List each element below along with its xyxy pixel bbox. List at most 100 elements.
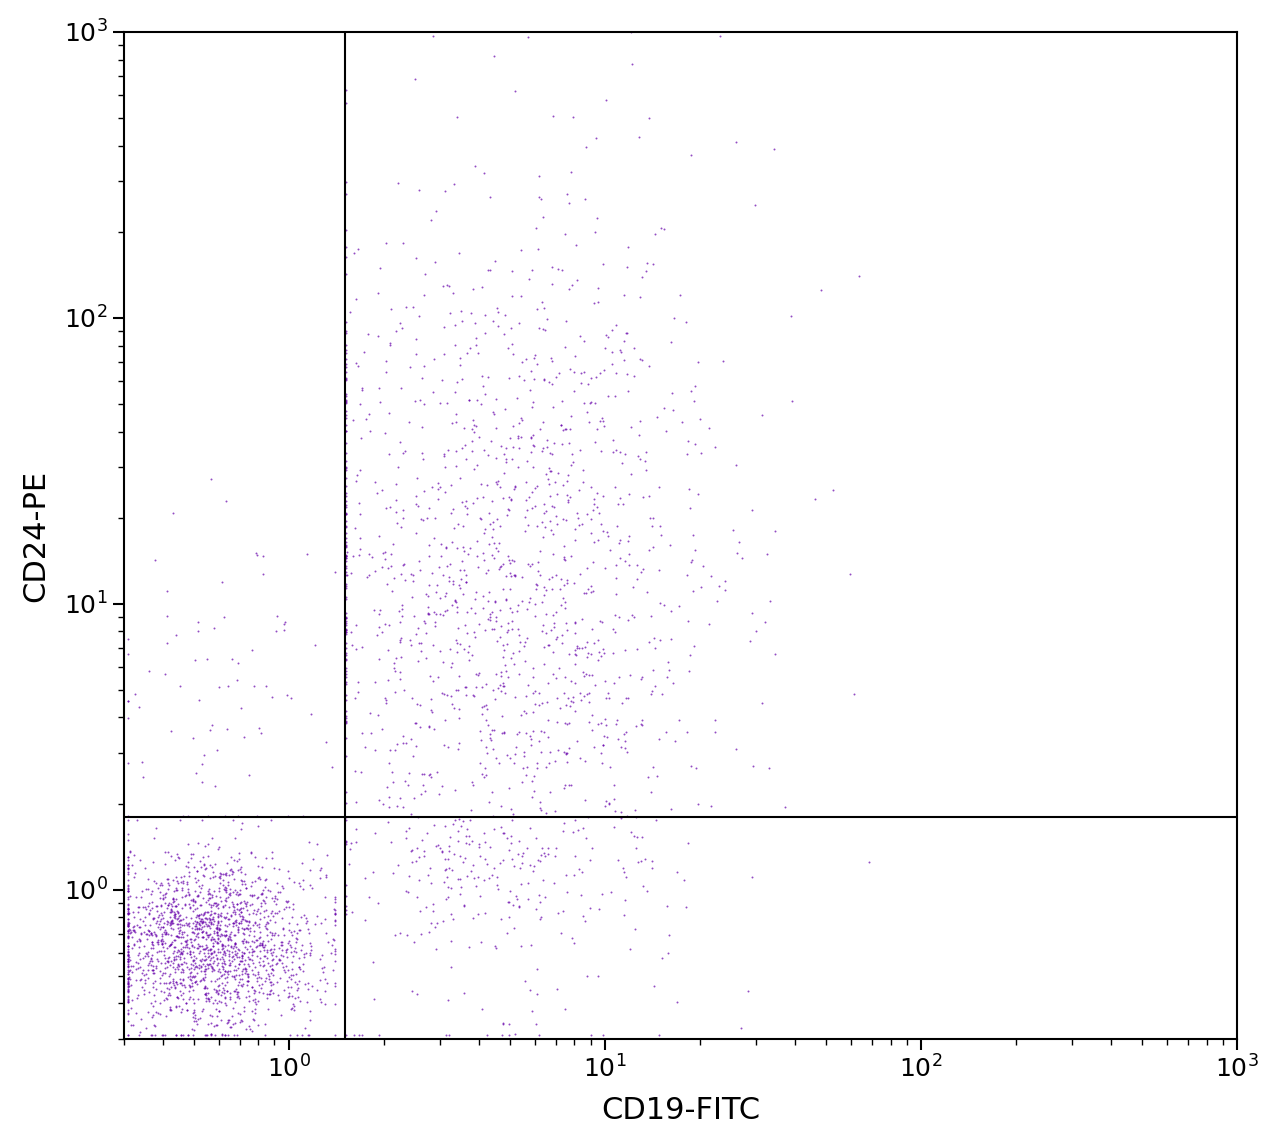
Point: [358, 325, 379, 344]
Point: [529, 552, 549, 571]
Point: [617, 611, 637, 629]
Point: [495, 305, 516, 323]
Point: [550, 416, 571, 434]
Point: [454, 984, 475, 1003]
Point: [238, 972, 259, 990]
Point: [397, 926, 417, 944]
Point: [223, 913, 243, 932]
Point: [535, 804, 556, 823]
Point: [553, 589, 573, 607]
Point: [367, 484, 388, 502]
Point: [161, 911, 182, 929]
Point: [518, 516, 539, 534]
Point: [428, 913, 448, 932]
Point: [207, 898, 228, 917]
Point: [178, 858, 198, 877]
Point: [448, 832, 468, 850]
Point: [220, 848, 241, 866]
Point: [554, 683, 575, 701]
Point: [453, 560, 474, 579]
Point: [239, 991, 260, 1010]
Point: [180, 948, 201, 966]
Point: [408, 808, 429, 826]
Point: [274, 926, 294, 944]
Point: [138, 661, 159, 680]
Point: [256, 961, 276, 980]
Point: [485, 936, 506, 955]
Point: [156, 898, 177, 917]
Point: [453, 517, 474, 535]
Point: [236, 1020, 256, 1038]
Point: [314, 958, 334, 976]
Point: [271, 877, 292, 895]
Point: [495, 589, 516, 607]
Point: [443, 699, 463, 717]
Point: [118, 900, 138, 918]
Point: [504, 478, 525, 496]
Point: [335, 549, 356, 567]
Point: [200, 870, 220, 888]
Point: [154, 888, 174, 906]
Point: [198, 990, 219, 1008]
Point: [157, 607, 178, 626]
Point: [118, 917, 138, 935]
Point: [394, 442, 415, 461]
Point: [118, 923, 138, 941]
Point: [201, 898, 221, 917]
Point: [233, 910, 253, 928]
Point: [557, 715, 577, 733]
Point: [196, 939, 216, 957]
Point: [454, 435, 475, 454]
Point: [552, 261, 572, 280]
Point: [174, 896, 195, 915]
Point: [216, 908, 237, 926]
Point: [434, 317, 454, 336]
Point: [266, 606, 287, 625]
Point: [220, 956, 241, 974]
Point: [434, 849, 454, 868]
Point: [143, 978, 164, 996]
Point: [183, 952, 204, 971]
Point: [617, 366, 637, 384]
Point: [189, 936, 210, 955]
Point: [166, 626, 187, 644]
Point: [151, 981, 172, 999]
Point: [134, 916, 155, 934]
Point: [509, 439, 530, 457]
Point: [218, 968, 238, 987]
Point: [498, 613, 518, 631]
Point: [462, 776, 483, 794]
Point: [438, 849, 458, 868]
Point: [840, 565, 860, 583]
Point: [623, 338, 644, 356]
Point: [570, 565, 590, 583]
Point: [142, 910, 163, 928]
Point: [335, 709, 356, 728]
Point: [428, 480, 448, 499]
Point: [188, 959, 209, 978]
Point: [559, 645, 580, 664]
Point: [155, 955, 175, 973]
Point: [234, 728, 255, 746]
Point: [563, 362, 584, 380]
Point: [119, 967, 140, 986]
Point: [344, 519, 365, 537]
Point: [150, 932, 170, 950]
Point: [351, 1026, 371, 1044]
Point: [204, 943, 224, 961]
Point: [649, 562, 669, 580]
Point: [407, 986, 428, 1004]
Point: [228, 904, 248, 923]
Point: [200, 911, 220, 929]
Point: [195, 979, 215, 997]
Point: [202, 958, 223, 976]
Point: [465, 623, 485, 642]
Point: [156, 1007, 177, 1026]
Point: [291, 921, 311, 940]
Point: [385, 322, 406, 340]
Point: [471, 367, 492, 385]
Point: [658, 943, 678, 961]
Point: [223, 811, 243, 830]
Point: [388, 174, 408, 193]
Point: [196, 909, 216, 927]
